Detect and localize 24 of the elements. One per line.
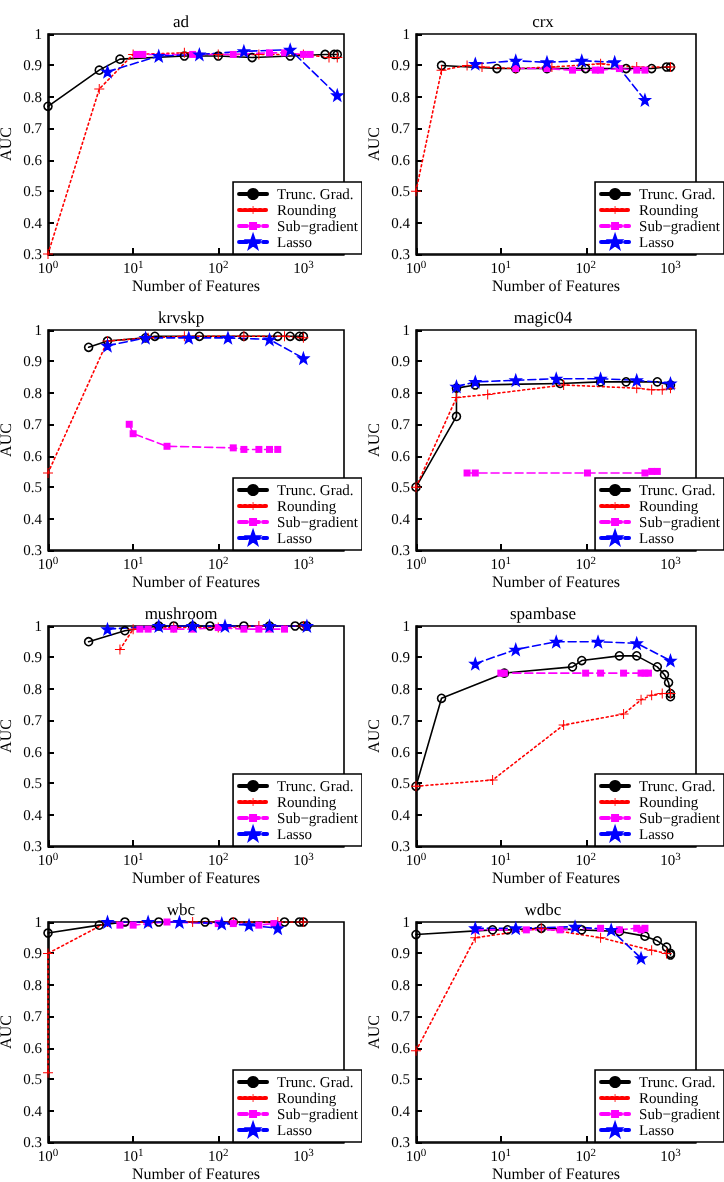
- x-axis-title: Number of Features: [132, 1165, 260, 1182]
- x-axis-title: Number of Features: [492, 277, 620, 295]
- chart-title: mushroom: [144, 603, 219, 623]
- chart-title: krvskp: [157, 307, 205, 327]
- x-axis-title: Number of Features: [132, 869, 260, 887]
- y-axis-title: AUC: [365, 1015, 383, 1049]
- chart-title: spambase: [509, 603, 577, 623]
- y-axis-title: AUC: [365, 127, 383, 161]
- x-axis-title: Number of Features: [492, 573, 620, 591]
- x-axis-title: Number of Features: [132, 277, 260, 295]
- y-axis-title: AUC: [0, 1015, 15, 1049]
- y-axis-title: AUC: [365, 423, 383, 457]
- chart-title: ad: [172, 11, 191, 31]
- y-axis-title: AUC: [0, 719, 15, 753]
- y-axis-title: AUC: [0, 423, 15, 457]
- x-axis-title: Number of Features: [132, 573, 260, 591]
- chart-title: magic04: [513, 307, 574, 327]
- chart-title: wbc: [166, 899, 196, 919]
- chart-title: wdbc: [524, 899, 562, 919]
- x-axis-title: Number of Features: [492, 1165, 620, 1182]
- chart-title: crx: [532, 11, 556, 31]
- y-axis-title: AUC: [0, 127, 15, 161]
- x-axis-title: Number of Features: [492, 869, 620, 887]
- y-axis-title: AUC: [365, 719, 383, 753]
